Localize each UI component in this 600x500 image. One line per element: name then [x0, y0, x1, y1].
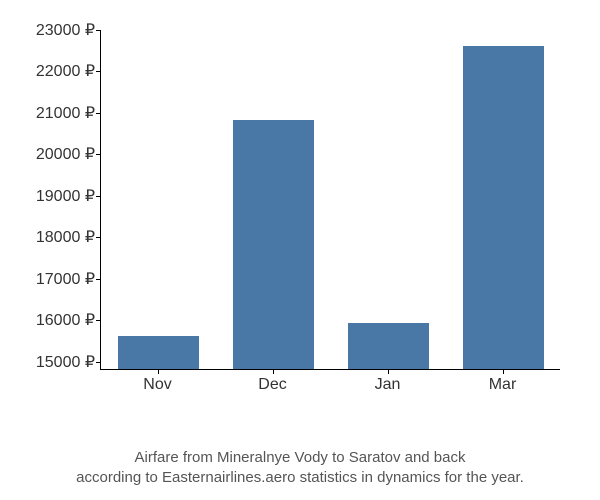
- y-tick-mark: [96, 362, 100, 363]
- y-tick-mark: [96, 196, 100, 197]
- y-tick-label: 19000 ₽: [15, 186, 95, 206]
- x-tick-label: Jan: [375, 376, 401, 394]
- x-tick-mark: [388, 370, 389, 374]
- x-tick-label: Nov: [143, 376, 171, 394]
- x-tick-mark: [158, 370, 159, 374]
- y-tick-label: 22000 ₽: [15, 61, 95, 81]
- y-tick-mark: [96, 237, 100, 238]
- y-tick-mark: [96, 113, 100, 114]
- caption-line-2: according to Easternairlines.aero statis…: [76, 469, 524, 486]
- plot-area: [100, 30, 560, 370]
- bar: [233, 120, 314, 369]
- y-tick-label: 20000 ₽: [15, 144, 95, 164]
- x-tick-label: Mar: [489, 376, 517, 394]
- y-tick-label: 17000 ₽: [15, 269, 95, 289]
- y-tick-mark: [96, 71, 100, 72]
- airfare-bar-chart: 15000 ₽16000 ₽17000 ₽18000 ₽19000 ₽20000…: [20, 20, 580, 440]
- y-tick-mark: [96, 279, 100, 280]
- y-tick-mark: [96, 30, 100, 31]
- bar: [118, 336, 199, 369]
- bar: [463, 46, 544, 369]
- y-tick-label: 23000 ₽: [15, 20, 95, 40]
- x-tick-label: Dec: [258, 376, 286, 394]
- y-tick-mark: [96, 320, 100, 321]
- y-tick-mark: [96, 154, 100, 155]
- x-tick-mark: [273, 370, 274, 374]
- y-tick-label: 15000 ₽: [15, 352, 95, 372]
- bar: [348, 323, 429, 369]
- chart-caption: Airfare from Mineralnye Vody to Saratov …: [0, 448, 600, 489]
- y-tick-label: 18000 ₽: [15, 227, 95, 247]
- x-tick-mark: [503, 370, 504, 374]
- caption-line-1: Airfare from Mineralnye Vody to Saratov …: [135, 449, 466, 466]
- y-tick-label: 16000 ₽: [15, 310, 95, 330]
- y-tick-label: 21000 ₽: [15, 103, 95, 123]
